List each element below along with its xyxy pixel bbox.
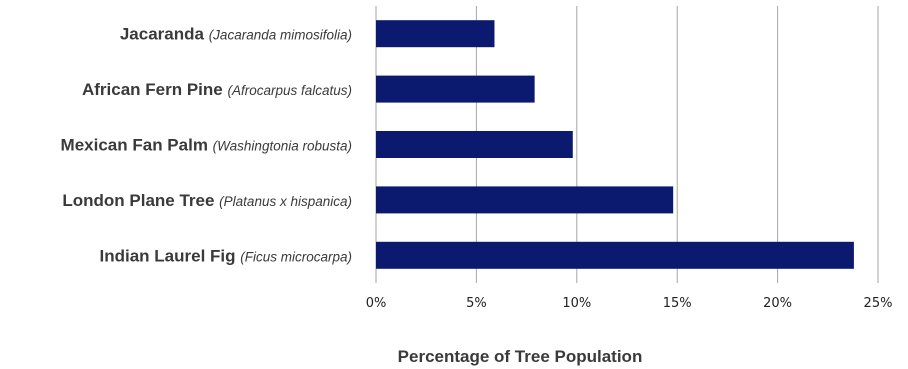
x-tick-label: 20% bbox=[763, 296, 792, 311]
x-tick-label: 5% bbox=[466, 296, 487, 311]
category-scientific-name: (Washingtonia robusta) bbox=[213, 139, 352, 154]
category-common-name: London Plane Tree bbox=[62, 191, 219, 210]
category-common-name: African Fern Pine bbox=[82, 80, 227, 99]
bar bbox=[376, 75, 535, 103]
category-scientific-name: (Ficus microcarpa) bbox=[240, 249, 352, 264]
category-scientific-name: (Afrocarpus falcatus) bbox=[227, 83, 352, 98]
x-axis-title: Percentage of Tree Population bbox=[398, 347, 643, 366]
bar bbox=[376, 241, 854, 269]
x-tick-labels: 0% 5% 10% 15% 20% 25% bbox=[366, 296, 893, 311]
category-label: Indian Laurel Fig (Ficus microcarpa) bbox=[100, 246, 353, 265]
bars bbox=[376, 20, 854, 269]
category-common-name: Mexican Fan Palm bbox=[61, 136, 213, 155]
category-scientific-name: (Platanus x hispanica) bbox=[219, 194, 352, 209]
bar bbox=[376, 131, 573, 158]
category-label: Jacaranda (Jacaranda mimosifolia) bbox=[120, 25, 352, 44]
grid-lines bbox=[375, 6, 879, 283]
x-tick-label: 10% bbox=[562, 296, 591, 311]
category-label: Mexican Fan Palm (Washingtonia robusta) bbox=[61, 136, 352, 155]
category-common-name: Indian Laurel Fig bbox=[100, 246, 241, 265]
bar bbox=[376, 186, 674, 214]
x-tick-label: 25% bbox=[864, 296, 893, 311]
category-common-name: Jacaranda bbox=[120, 25, 209, 44]
category-labels: Jacaranda (Jacaranda mimosifolia) African… bbox=[61, 25, 352, 266]
x-tick-label: 15% bbox=[663, 296, 692, 311]
category-label: London Plane Tree (Platanus x hispanica) bbox=[62, 191, 352, 210]
x-tick-label: 0% bbox=[366, 296, 387, 311]
category-label: African Fern Pine (Afrocarpus falcatus) bbox=[82, 80, 352, 99]
category-scientific-name: (Jacaranda mimosifolia) bbox=[209, 28, 352, 43]
bar bbox=[376, 20, 495, 48]
